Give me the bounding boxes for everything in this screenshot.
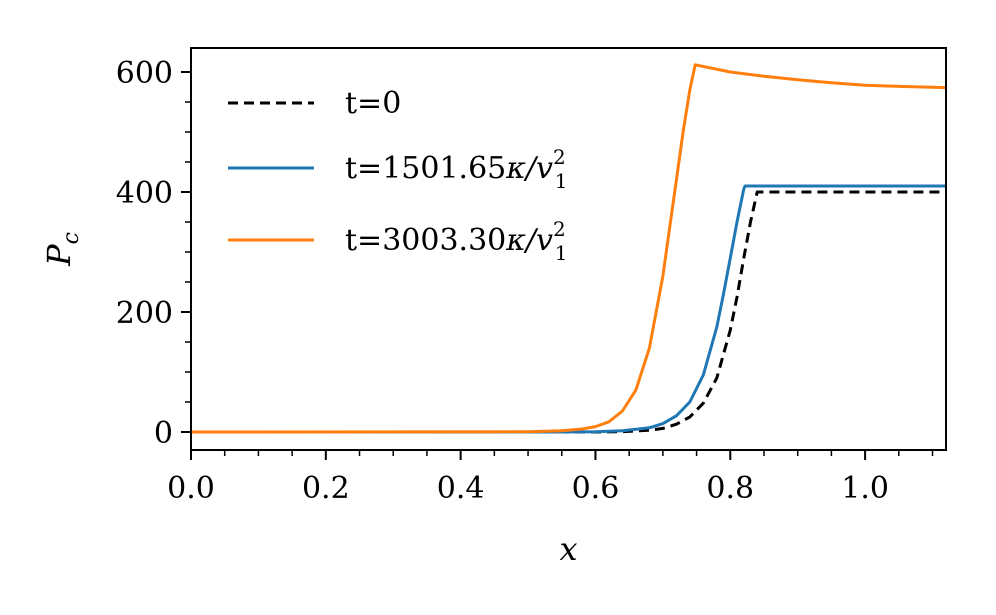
series-line-2: [191, 63, 946, 434]
x-tick-label: 0.4: [437, 471, 485, 506]
legend-label-1: t=1501.65κ/v2 1: [345, 145, 567, 193]
x-tick-label: 0.0: [167, 471, 215, 506]
y-tick-label: 600: [116, 56, 173, 91]
plot-frame: [190, 47, 947, 451]
y-tick-label: 400: [116, 176, 173, 211]
x-tick-label: 0.2: [302, 471, 350, 506]
legend: t=0 t=1501.65κ/v2 1 t=3003.30κ/v2 1: [228, 86, 567, 265]
series-line-0: [191, 190, 946, 434]
axis-ticks: 0.0 0.2 0.4 0.6 0.8 1.0 0 200 400 600: [116, 56, 934, 506]
x-axis-label: x: [559, 530, 577, 568]
legend-label-0: t=0: [345, 86, 401, 121]
x-tick-label: 0.8: [706, 471, 754, 506]
x-tick-label: 1.0: [841, 471, 889, 506]
x-tick-label: 0.6: [572, 471, 620, 506]
series-lines: [191, 63, 946, 434]
y-axis-label: Pc: [40, 232, 84, 267]
legend-label-2: t=3003.30κ/v2 1: [345, 217, 567, 265]
y-tick-label: 0: [154, 416, 173, 451]
series-line-1: [191, 184, 946, 434]
y-tick-label: 200: [116, 296, 173, 331]
